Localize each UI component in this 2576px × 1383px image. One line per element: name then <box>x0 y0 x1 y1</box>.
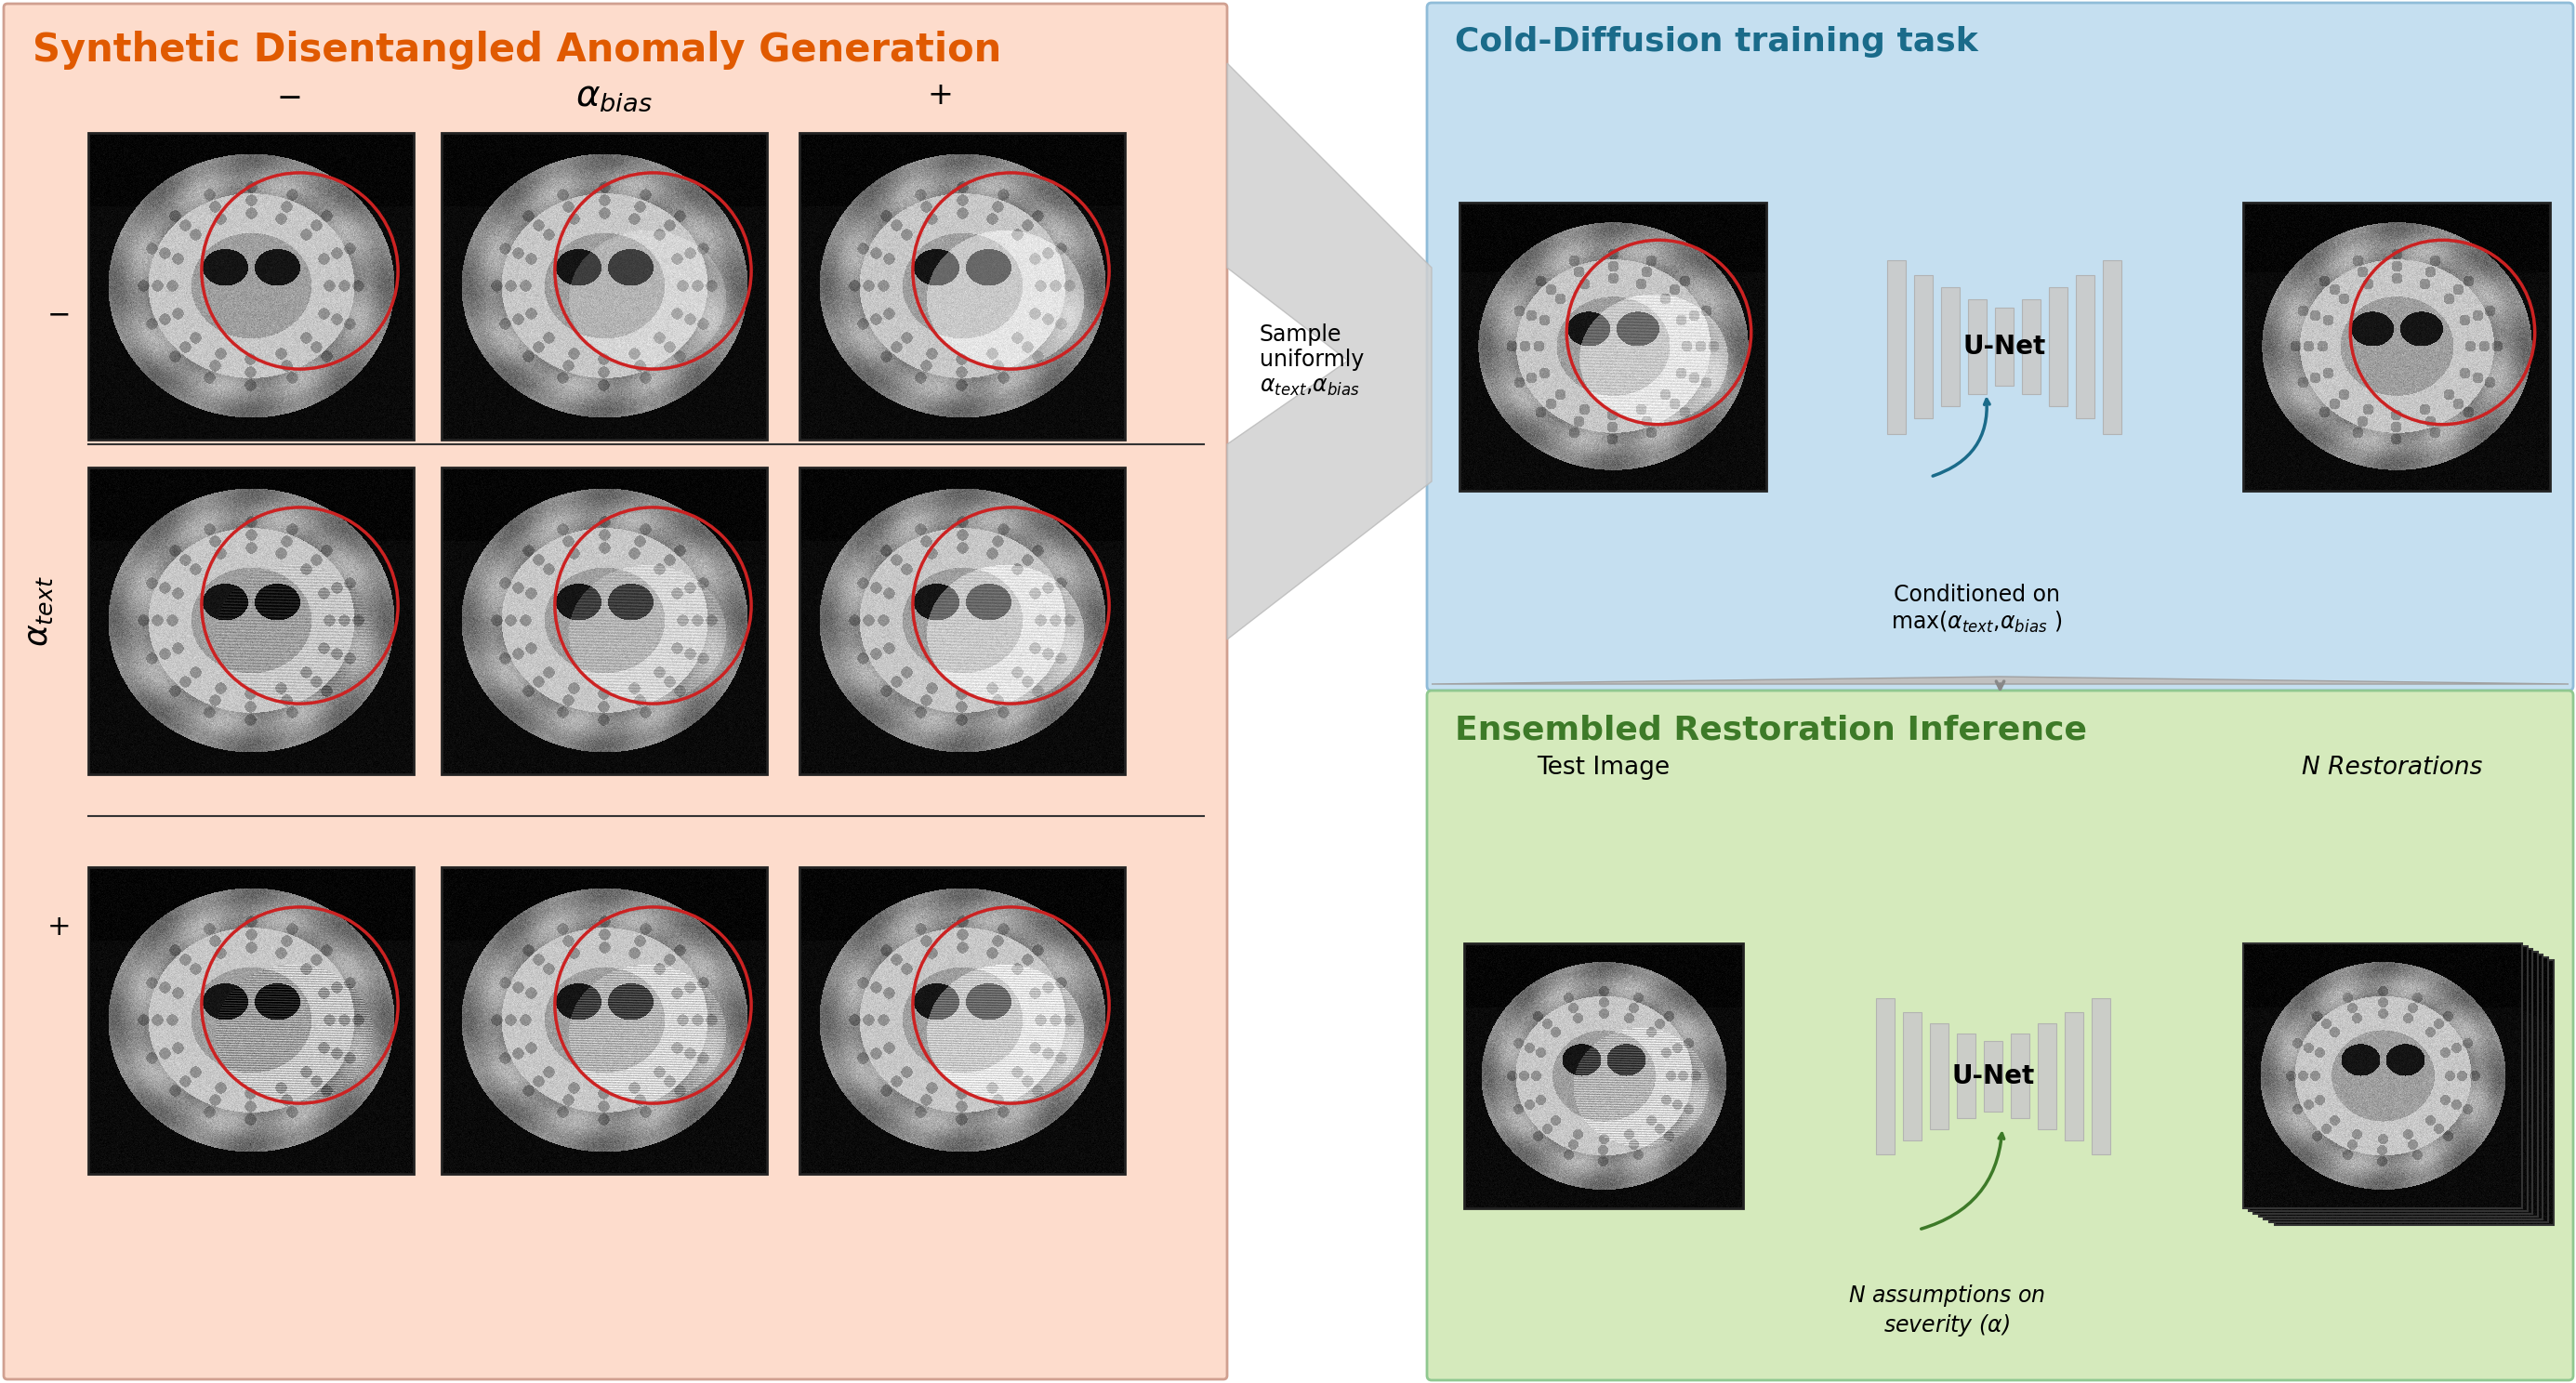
FancyBboxPatch shape <box>1427 690 2573 1380</box>
Bar <box>1463 943 1744 1209</box>
Text: Conditioned on
max($\alpha_{text}$,$\alpha_{bias}$ ): Conditioned on max($\alpha_{text}$,$\alp… <box>1891 584 2063 635</box>
Bar <box>2092 999 2110 1155</box>
Bar <box>2269 957 2548 1223</box>
Text: N Restorations: N Restorations <box>2300 755 2483 780</box>
Bar <box>2076 275 2094 418</box>
Bar <box>88 867 415 1174</box>
Text: Synthetic Disentangled Anomaly Generation: Synthetic Disentangled Anomaly Generatio… <box>33 30 1002 69</box>
Bar <box>2254 949 2532 1214</box>
Bar <box>1942 288 1960 407</box>
Bar <box>2244 203 2550 491</box>
Text: $N$ assumptions on
severity ($\alpha$): $N$ assumptions on severity ($\alpha$) <box>1847 1282 2045 1339</box>
Bar <box>799 133 1126 440</box>
Bar <box>2022 300 2040 394</box>
Bar <box>440 867 768 1174</box>
Bar <box>1888 260 1906 434</box>
Text: U-Net: U-Net <box>1963 333 2045 360</box>
Text: $\alpha_{text}$: $\alpha_{text}$ <box>23 575 54 647</box>
Bar <box>2038 1023 2056 1130</box>
Text: $-$: $-$ <box>46 300 70 328</box>
Polygon shape <box>1432 676 2568 685</box>
Bar <box>2249 946 2527 1212</box>
Bar <box>799 867 1126 1174</box>
Text: $+$: $+$ <box>46 914 70 940</box>
Text: $+$: $+$ <box>927 80 951 111</box>
Bar <box>1968 300 1986 394</box>
Bar <box>1984 1041 2002 1111</box>
Bar <box>1929 1023 1947 1130</box>
Bar <box>799 467 1126 774</box>
Bar <box>1875 999 1893 1155</box>
Bar <box>88 467 415 774</box>
Bar <box>1958 1034 1976 1119</box>
Text: Test Image: Test Image <box>1538 755 1669 780</box>
Text: $\alpha_{bias}$: $\alpha_{bias}$ <box>574 77 652 113</box>
Text: Cold-Diffusion training task: Cold-Diffusion training task <box>1455 26 1978 58</box>
Bar <box>88 133 415 440</box>
FancyBboxPatch shape <box>3 4 1226 1379</box>
Bar <box>2102 260 2123 434</box>
Text: Ensembled Restoration Inference: Ensembled Restoration Inference <box>1455 714 2087 745</box>
Bar <box>2012 1034 2030 1119</box>
Bar <box>2066 1012 2084 1141</box>
Bar <box>1996 308 2014 386</box>
Bar <box>2244 943 2522 1209</box>
Text: $-$: $-$ <box>276 80 301 111</box>
Bar <box>1461 203 1767 491</box>
Bar <box>2275 961 2553 1225</box>
Bar <box>2050 288 2069 407</box>
Bar <box>440 133 768 440</box>
Bar <box>1914 275 1932 418</box>
Polygon shape <box>1226 64 1432 639</box>
Text: U-Net: U-Net <box>1953 1064 2035 1090</box>
Text: Sample
uniformly
$\alpha_{text}$,$\alpha_{bias}$: Sample uniformly $\alpha_{text}$,$\alpha… <box>1260 324 1365 398</box>
FancyBboxPatch shape <box>1427 3 2573 690</box>
Bar <box>2264 954 2543 1220</box>
Bar <box>440 467 768 774</box>
Bar <box>2259 952 2537 1217</box>
Bar <box>1904 1012 1922 1141</box>
